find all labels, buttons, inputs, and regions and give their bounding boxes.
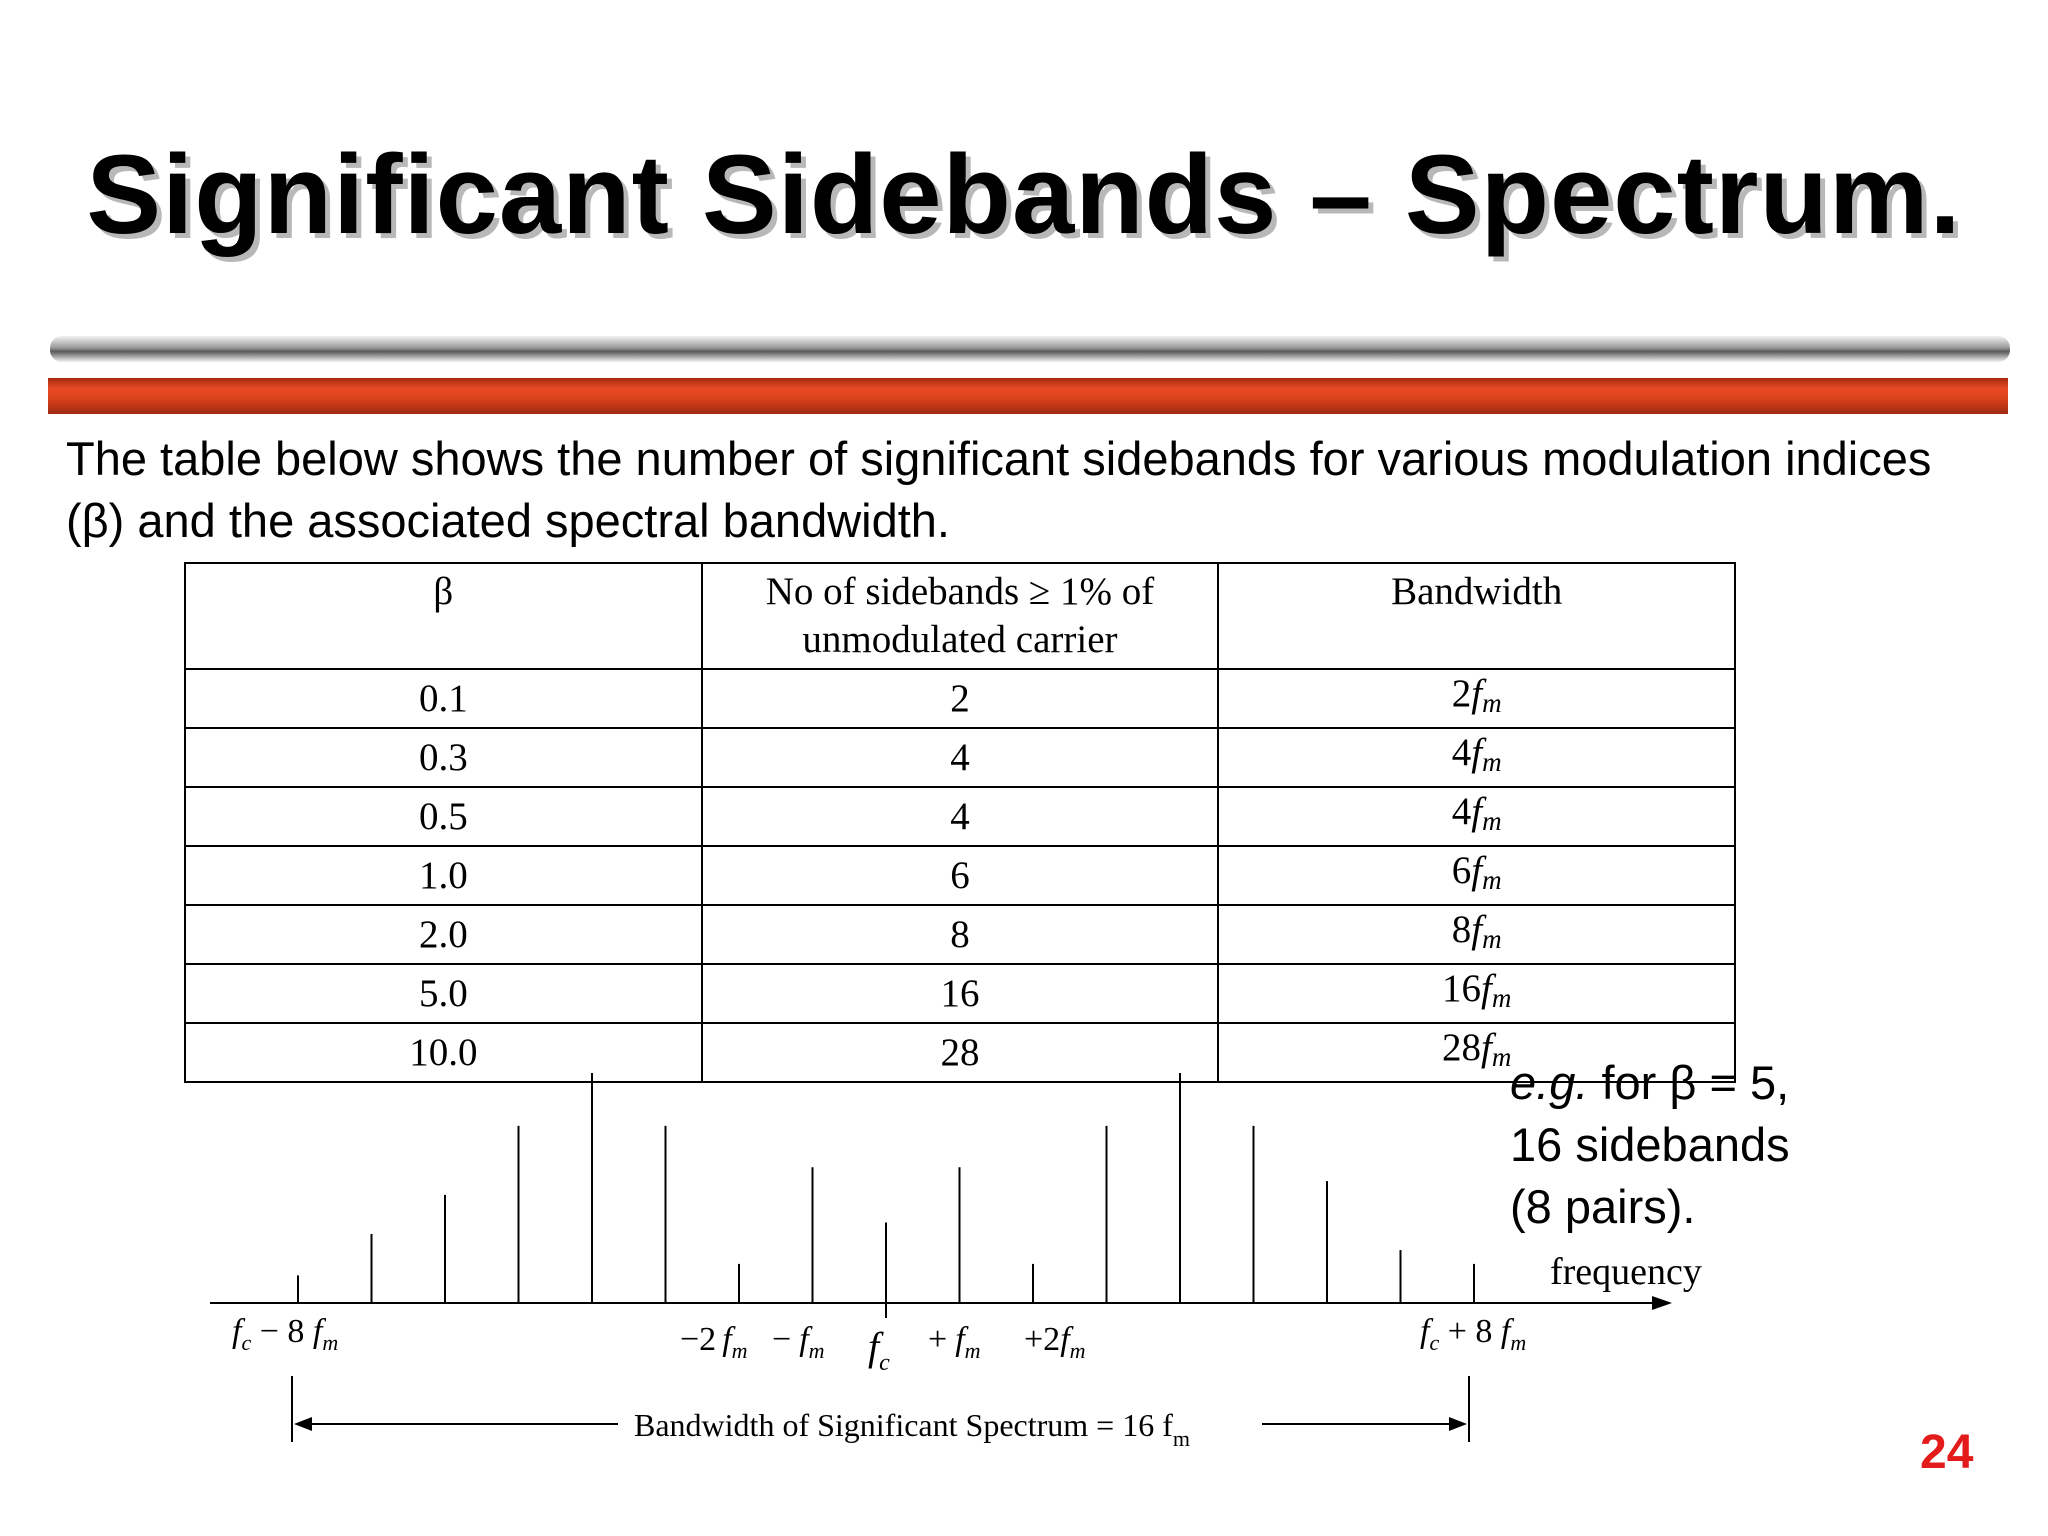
cell-sidebands: 4 [700,727,1220,788]
cell-sidebands: 28 [700,1022,1220,1083]
red-accent-bar [48,378,2008,414]
cell-bandwidth: 4fm [1217,727,1736,788]
cell-bandwidth: 16fm [1217,963,1736,1024]
label-fc-minus-8fm: fc − 8 fm [232,1313,338,1355]
axis-label-frequency: frequency [1550,1251,1702,1293]
table-row: 0.3 4 4fm [184,727,1736,788]
bandwidth-arrowhead-right [1449,1417,1467,1431]
cell-beta: 0.1 [184,668,703,729]
label-fc: fc [868,1324,890,1376]
label-plus-fm: + fm [928,1321,981,1363]
example-note: e.g. for β = 5, 16 sidebands (8 pairs). [1510,1052,1910,1238]
table-row: 0.5 4 4fm [184,786,1736,847]
label-plus-2fm: +2fm [1024,1321,1086,1363]
cell-beta: 0.3 [184,727,703,788]
cell-sidebands: 2 [700,668,1220,729]
bandwidth-multiplier: 28 [1441,1026,1481,1069]
bandwidth-arrowhead-left [294,1417,312,1431]
example-line-1: e.g. for β = 5, [1510,1052,1910,1114]
label-minus-fm: − fm [772,1321,825,1363]
bandwidth-fm: fm [1480,1026,1512,1072]
table-row: 1.0 6 6fm [184,845,1736,906]
table-row: 2.0 8 8fm [184,904,1736,965]
cell-beta: 10.0 [184,1022,703,1083]
table-header-row: β No of sidebands ≥ 1% of unmodulated ca… [184,562,1736,670]
cell-beta: 2.0 [184,904,703,965]
example-eg: e.g. [1510,1056,1589,1109]
bandwidth-label: Bandwidth of Significant Spectrum = 16 f… [634,1407,1190,1451]
table-row: 10.0 28 28fm [184,1022,1736,1083]
intro-text: The table below shows the number of sign… [66,432,1932,547]
table-row: 5.0 16 16fm [184,963,1736,1024]
table-row: 0.1 2 2fm [184,668,1736,729]
bandwidth-multiplier: 2 [1451,672,1472,715]
gray-divider-bar [50,336,2010,362]
spectral-lines [297,1073,1475,1303]
cell-bandwidth: 8fm [1217,904,1736,965]
table-body: 0.1 2 2fm 0.3 4 4fm 0.5 4 4fm 1.0 6 6fm 2.0 8 8fm 5.0 16… [184,668,1736,1083]
cell-beta: 0.5 [184,786,703,847]
label-fc-plus-8fm: fc + 8 fm [1420,1313,1526,1355]
cell-beta: 1.0 [184,845,703,906]
cell-bandwidth: 4fm [1217,786,1736,847]
example-beta: for β = 5, [1588,1056,1790,1109]
cell-beta: 5.0 [184,963,703,1024]
bandwidth-multiplier: 4 [1451,790,1472,833]
header-sidebands: No of sidebands ≥ 1% of unmodulated carr… [700,562,1220,670]
bandwidth-multiplier: 6 [1451,849,1472,892]
axis-arrowhead [1652,1296,1672,1310]
bandwidth-fm: fm [1480,967,1512,1013]
cell-sidebands: 16 [700,963,1220,1024]
cell-sidebands: 6 [700,845,1220,906]
header-bandwidth: Bandwidth [1217,562,1736,670]
label-minus-2fm: −2 fm [680,1321,748,1363]
cell-sidebands: 8 [700,904,1220,965]
spectrum-diagram: frequency fc − 8 fm −2 fm − fm fc + fm +2fm… [210,1073,1702,1451]
example-line-2: 16 sidebands [1510,1118,1790,1171]
bandwidth-fm: fm [1471,672,1502,718]
cell-bandwidth: 28fm [1217,1022,1736,1083]
bandwidth-fm: fm [1471,790,1502,836]
bandwidth-multiplier: 4 [1451,731,1472,774]
bandwidth-fm: fm [1471,731,1502,777]
cell-bandwidth: 6fm [1217,845,1736,906]
slide-title: Significant Sidebands – Spectrum. [86,132,1962,257]
bandwidth-multiplier: 8 [1451,908,1472,951]
example-line-3: (8 pairs). [1510,1180,1696,1233]
bandwidth-multiplier: 16 [1441,967,1481,1010]
bandwidth-fm: fm [1471,908,1502,954]
sidebands-table: β No of sidebands ≥ 1% of unmodulated ca… [184,562,1736,1083]
header-beta: β [184,562,703,670]
cell-sidebands: 4 [700,786,1220,847]
page-number: 24 [1920,1426,1974,1479]
bandwidth-fm: fm [1471,849,1502,895]
cell-bandwidth: 2fm [1217,668,1736,729]
